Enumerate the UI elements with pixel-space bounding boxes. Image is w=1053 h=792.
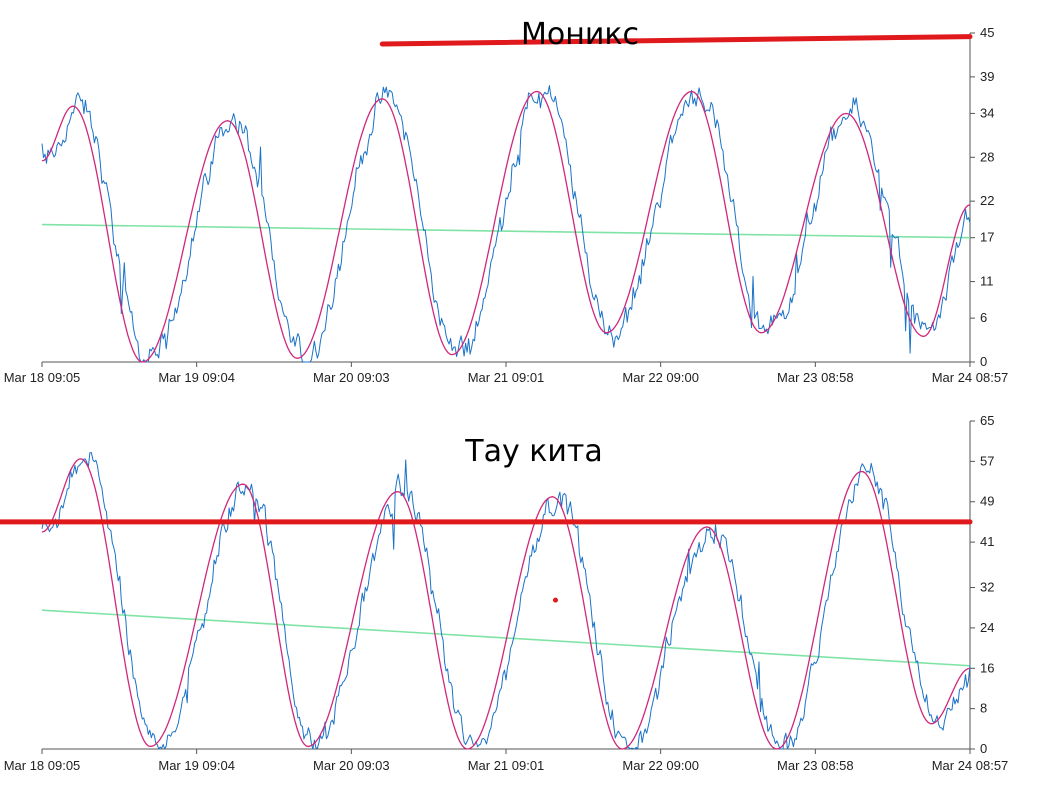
y-tick-label: 16	[980, 660, 994, 675]
x-tick-label: Mar 22 09:00	[622, 370, 699, 385]
y-tick-label: 34	[980, 105, 994, 120]
x-tick-label: Mar 24 08:57	[932, 370, 1009, 385]
smoothed-series-line	[41, 458, 971, 750]
x-tick-label: Mar 19 09:04	[158, 370, 235, 385]
x-tick-label: Mar 18 09:05	[4, 370, 81, 385]
y-tick-label: 57	[980, 453, 994, 468]
y-tick-label: 6	[980, 310, 987, 325]
y-tick-label: 28	[980, 149, 994, 164]
x-tick-label: Mar 22 09:00	[622, 758, 699, 773]
annotation-red-line	[379, 34, 973, 47]
x-tick-label: Mar 24 08:57	[932, 758, 1009, 773]
raw-series-line	[41, 452, 971, 750]
smoothed-series-line	[41, 90, 971, 363]
x-tick-label: Mar 23 08:58	[777, 758, 854, 773]
y-tick-label: 49	[980, 494, 994, 509]
y-tick-label: 0	[980, 354, 987, 369]
x-tick-label: Mar 21 09:01	[468, 758, 545, 773]
y-tick-label: 41	[980, 534, 994, 549]
x-tick-label: Mar 20 09:03	[313, 758, 390, 773]
y-tick-label: 22	[980, 193, 994, 208]
trend-line	[41, 223, 971, 239]
y-tick-label: 0	[980, 741, 987, 756]
x-tick-label: Mar 20 09:03	[313, 370, 390, 385]
y-tick-label: 11	[980, 274, 994, 289]
y-tick-label: 39	[980, 69, 994, 84]
x-tick-label: Mar 23 08:58	[777, 370, 854, 385]
y-tick-label: 24	[980, 620, 994, 635]
x-tick-label: Mar 19 09:04	[158, 758, 235, 773]
chart-moniks: 0 6 11 17 22 28 34 39 45 Mar 18 09:05 Mar 19 09:04…	[4, 25, 1009, 385]
y-tick-label: 32	[980, 580, 994, 595]
annotation-red-dot	[552, 597, 558, 603]
chart-title-moniks: Моникс	[521, 17, 639, 52]
chart-tau-kita: 0 8 16 24 32 41 49 57 65 Mar 18 09:05 Mar 19 09:04…	[0, 413, 1008, 773]
y-tick-label: 65	[980, 413, 994, 428]
y-tick-label: 17	[980, 230, 994, 245]
x-tick-label: Mar 18 09:05	[4, 758, 81, 773]
y-tick-label: 8	[980, 701, 987, 716]
raw-series-line	[41, 85, 971, 363]
chart-title-tau-kita: Тау кита	[464, 434, 602, 469]
x-tick-label: Mar 21 09:01	[468, 370, 545, 385]
y-tick-label: 45	[980, 25, 994, 40]
